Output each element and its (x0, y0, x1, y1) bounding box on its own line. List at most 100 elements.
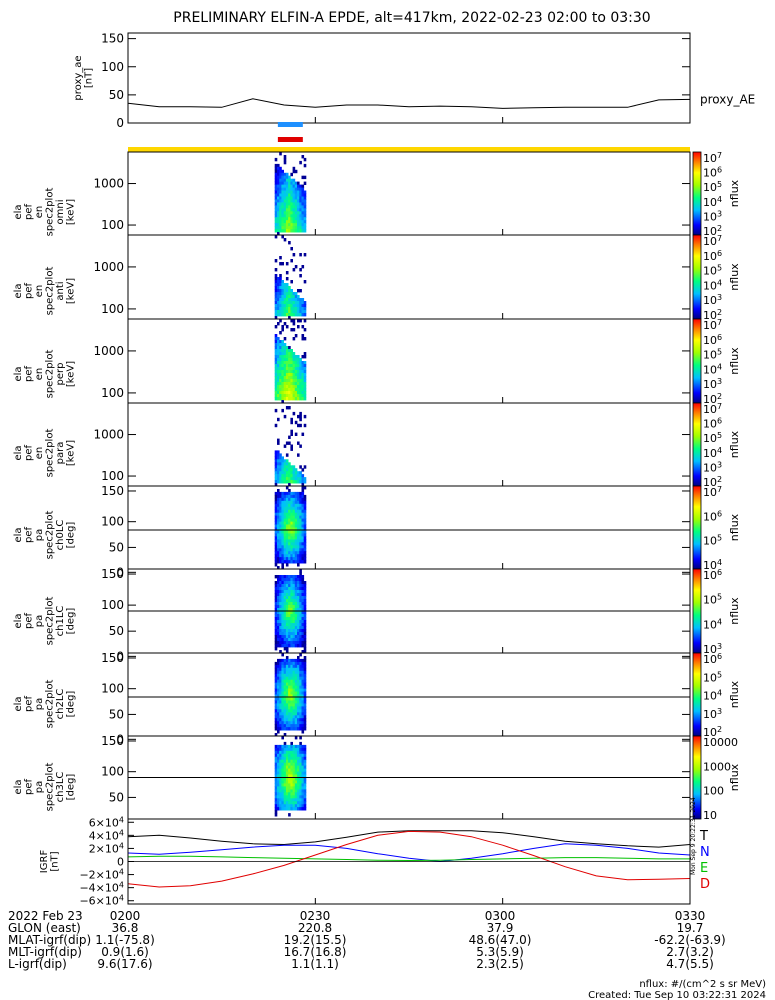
pa_ch3LC-cell (283, 789, 287, 793)
en_anti-cell (281, 235, 284, 239)
en_perp-cell (299, 388, 302, 392)
en_anti-cell (288, 301, 291, 305)
pa_ch0LC-cell (297, 533, 300, 537)
pa_ch0LC-cell (277, 533, 280, 537)
pa_ch2LC-cell (285, 700, 289, 704)
pa_ch3LC-cell (303, 801, 307, 805)
en_anti-cell (288, 316, 291, 320)
pa_ch0LC-cell (274, 527, 278, 531)
pa_ch0LC-cell (299, 497, 302, 502)
pa_ch3LC-cell (299, 783, 302, 787)
pa_ch3LC-cell (299, 768, 302, 772)
en_omni-cbar-label: 104 (703, 195, 722, 209)
pa_ch0LC-cell (294, 554, 298, 558)
pa_ch0LC-cell (279, 536, 282, 540)
ylabel-line: [deg] (65, 774, 76, 801)
en_perp-cell (292, 379, 296, 383)
proxy-ae-ytick: 100 (101, 60, 124, 74)
pa_ch0LC-cell (303, 497, 307, 502)
pa_ch3LC-cell (277, 807, 280, 811)
en_perp-cell (277, 379, 280, 383)
en_anti-cell (299, 304, 302, 308)
pa_ch1LC-cell (274, 629, 278, 633)
en_perp-cell (283, 337, 287, 341)
pa_ch0LC-cell (279, 533, 282, 537)
pa_ch1LC-cell (283, 641, 287, 645)
en_perp-cell (292, 397, 296, 401)
xaxis-row-value: 0.9(1.6) (101, 945, 149, 959)
pa_ch0LC-cell (274, 542, 278, 546)
pa_ch1LC-cell (290, 587, 293, 591)
en_perp-cell (274, 382, 278, 386)
en_omni-cell (292, 199, 296, 203)
en_omni-cell (292, 205, 296, 209)
pa_ch2LC-cell (281, 697, 284, 701)
en_anti-cell (303, 280, 307, 284)
pa_ch1LC-cell (285, 647, 289, 651)
en_anti-cell (301, 301, 305, 305)
pa_ch0LC-cell (288, 518, 291, 522)
pa_ch0LC-cell (288, 560, 291, 564)
pa_ch3LC-cell (292, 777, 296, 781)
pa_ch3LC-cell (285, 747, 289, 752)
pa_ch3LC-cell (294, 753, 298, 758)
pa_ch2LC-cell (290, 664, 293, 669)
en_perp-cell (283, 379, 287, 383)
proxy-ae-ytick: 150 (101, 32, 124, 46)
en_perp-cell (285, 376, 289, 380)
pa_ch0LC-cell (297, 551, 300, 555)
en_omni-cell (297, 214, 300, 218)
en_omni-cell (288, 220, 291, 224)
pa_ch0LC-ytick: 150 (101, 484, 124, 498)
en_perp-cell (303, 376, 307, 380)
pa_ch3LC-cell (285, 780, 289, 784)
xaxis-row-label: GLON (east) (8, 921, 81, 935)
pa_ch2LC-cell (283, 694, 287, 698)
pa_ch3LC-cell (292, 807, 296, 811)
pa_ch2LC-cell (277, 721, 280, 725)
pa_ch0LC-cell (294, 560, 298, 564)
pa_ch3LC-cell (294, 786, 298, 790)
en_para-cell (274, 471, 278, 475)
pa_ch1LC-cell (285, 602, 289, 606)
en_omni-cell (285, 211, 289, 215)
pa_ch0LC-cell (277, 497, 280, 502)
pa_ch0LC-cell (281, 521, 284, 525)
pa_ch0LC-cell (279, 548, 282, 552)
pa_ch2LC-cell (274, 673, 278, 678)
pa_ch2LC-cell (301, 694, 305, 698)
en_omni-cell (301, 202, 305, 206)
pa_ch2LC-cell (281, 712, 284, 716)
pa_ch2LC-cell (301, 709, 305, 713)
en_perp-cell (281, 328, 284, 332)
pa_ch1LC-cell (279, 596, 282, 600)
pa_ch2LC-cell (274, 682, 278, 686)
pa_ch1LC-cell (288, 617, 291, 621)
ylabel-line: pa (34, 781, 45, 793)
en_anti-cell (279, 301, 282, 305)
pa_ch0LC-cell (285, 530, 289, 534)
pa_ch1LC-cell (283, 602, 287, 606)
en_perp-cell (274, 343, 278, 347)
en_anti-cell (283, 298, 287, 302)
igrf-ytick: 2×104 (89, 841, 124, 855)
pa_ch1LC-cell (277, 632, 280, 636)
pa_ch1LC-cell (285, 590, 289, 594)
pa_ch1LC-cell (290, 620, 293, 624)
pa_ch3LC-cell (283, 753, 287, 758)
en_anti-cell (274, 304, 278, 308)
pa_ch0LC-cell (297, 557, 300, 561)
en_perp-cell (274, 334, 278, 338)
en_para-cell (274, 423, 278, 428)
pa_ch1LC-cell (281, 632, 284, 636)
pa_ch2LC-cell (292, 661, 296, 666)
en_para-cell (290, 417, 293, 422)
en_para-cell (285, 453, 289, 457)
pa_ch3LC-cell (301, 771, 305, 775)
pa_ch2LC-cell (277, 667, 280, 672)
pa_ch1LC-cell (277, 608, 280, 612)
pa_ch0LC-cell (274, 539, 278, 543)
pa_ch1LC-cell (290, 575, 293, 579)
pa_ch1LC-ytick: 0 (116, 649, 124, 663)
pa_ch2LC-cell (281, 691, 284, 695)
